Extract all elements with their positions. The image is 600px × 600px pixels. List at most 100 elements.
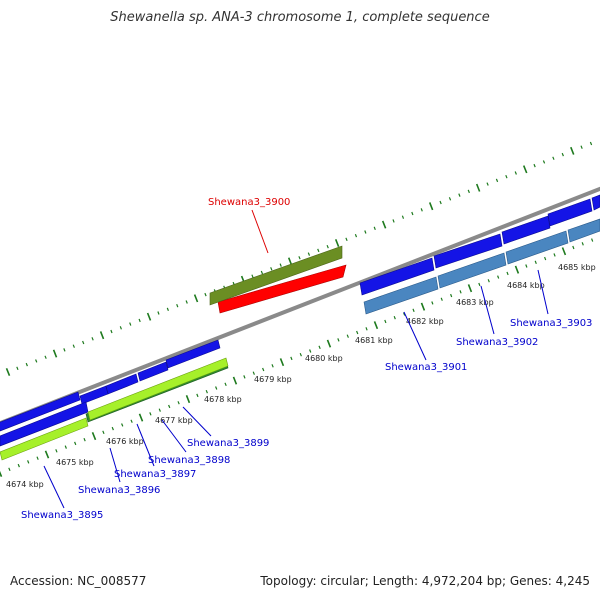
tick-mark xyxy=(243,375,246,379)
gene-label-shewana3-3903: Shewana3_3903 xyxy=(510,318,592,329)
tick-mark xyxy=(309,349,312,353)
tick-mark xyxy=(440,297,443,301)
tick-mark xyxy=(82,340,85,345)
tick-mark xyxy=(505,174,508,179)
tick-mark xyxy=(35,359,38,363)
tick-mark xyxy=(572,245,575,250)
tick-mark xyxy=(334,239,340,247)
gene-labels: Shewana3_3895 Shewana3_3896 Shewana3_389… xyxy=(21,197,592,521)
tick-mark xyxy=(168,404,171,409)
tick-mark xyxy=(0,470,3,478)
tick-mark xyxy=(570,146,575,155)
tick-mark xyxy=(63,348,66,352)
tick-mark xyxy=(8,467,11,472)
gene-arrow xyxy=(87,357,229,421)
gene-label-shewana3-3901: Shewana3_3901 xyxy=(385,362,467,373)
gene-arrow xyxy=(105,373,139,395)
tick-mark xyxy=(102,430,105,435)
tick-mark xyxy=(83,437,86,442)
tick-mark xyxy=(252,371,255,375)
tick-mark xyxy=(373,321,379,330)
gene-label-shewana3-3899: Shewana3_3899 xyxy=(187,438,269,449)
tick-mark xyxy=(251,274,254,278)
gene-label-shewana3-3895: Shewana3_3895 xyxy=(21,510,103,521)
tick-mark xyxy=(55,449,58,453)
tick-mark xyxy=(176,303,179,308)
tick-mark xyxy=(27,460,30,464)
leader-line xyxy=(403,311,427,361)
tick-mark xyxy=(364,230,367,234)
tick-mark xyxy=(522,165,528,174)
tick-mark xyxy=(205,389,208,394)
gene-arrow xyxy=(567,218,600,243)
tick-mark xyxy=(561,152,564,157)
tick-mark xyxy=(185,395,191,404)
tick-mark xyxy=(591,238,594,242)
leader-line xyxy=(182,406,212,437)
tick-mark xyxy=(431,301,434,305)
leader-line xyxy=(251,209,269,254)
tick-mark xyxy=(111,426,114,431)
tick-mark xyxy=(149,412,152,416)
tick-mark xyxy=(553,253,556,257)
tick-mark xyxy=(185,300,188,304)
gene-label-shewana3-3898: Shewana3_3898 xyxy=(148,455,230,466)
inner-tick-ring xyxy=(0,238,594,478)
tick-mark xyxy=(215,386,218,390)
tick-labels: 4674 kbp 4675 kbp 4676 kbp 4677 kbp 4678… xyxy=(6,263,596,489)
tick-mark xyxy=(17,463,20,468)
tick-mark xyxy=(146,312,152,321)
leader-line xyxy=(161,419,187,453)
tick-mark xyxy=(129,322,132,326)
tick-mark xyxy=(497,275,500,279)
tick-mark xyxy=(356,330,359,335)
tick-mark xyxy=(271,364,274,368)
summary-text: Topology: circular; Length: 4,972,204 bp… xyxy=(260,574,590,588)
tick-mark xyxy=(420,208,423,212)
tick-mark xyxy=(420,302,426,311)
lower-gene-track xyxy=(0,218,600,461)
gene-arrow xyxy=(505,230,569,265)
tick-mark xyxy=(299,352,302,357)
tick-mark xyxy=(448,197,452,201)
leader-line xyxy=(537,269,549,315)
tick-mark xyxy=(224,382,227,387)
tick-label: 4679 kbp xyxy=(254,375,292,384)
tick-mark xyxy=(326,244,329,249)
tick-mark xyxy=(393,315,396,320)
tick-mark xyxy=(439,200,442,205)
tick-mark xyxy=(99,331,105,340)
gene-arrow xyxy=(0,417,89,461)
tick-mark xyxy=(204,292,207,297)
tick-mark xyxy=(44,355,47,359)
tick-label: 4676 kbp xyxy=(106,437,144,446)
tick-mark xyxy=(381,220,387,229)
tick-mark xyxy=(533,163,536,168)
tick-mark xyxy=(177,401,180,405)
tick-mark xyxy=(403,312,406,316)
tick-mark xyxy=(345,237,348,242)
tick-mark xyxy=(130,419,133,423)
tick-mark xyxy=(561,247,567,256)
tick-mark xyxy=(158,408,161,412)
tick-label: 4678 kbp xyxy=(204,395,242,404)
tick-mark xyxy=(138,413,144,422)
tick-mark xyxy=(467,189,470,194)
tick-mark xyxy=(428,202,434,211)
tick-mark xyxy=(534,260,537,265)
tick-mark xyxy=(262,367,265,372)
upper-gene-track xyxy=(0,194,600,432)
label-leader-lines xyxy=(43,209,549,509)
tick-mark xyxy=(260,270,264,275)
tick-mark xyxy=(514,171,517,175)
tick-mark xyxy=(110,329,113,334)
tick-mark xyxy=(475,183,481,192)
tick-mark xyxy=(64,445,67,449)
gene-arrow xyxy=(501,215,551,245)
tick-mark xyxy=(193,294,199,303)
tick-mark xyxy=(270,267,273,271)
tick-mark xyxy=(486,182,489,186)
tick-mark xyxy=(467,284,473,293)
chromosome-backbone xyxy=(0,186,600,426)
